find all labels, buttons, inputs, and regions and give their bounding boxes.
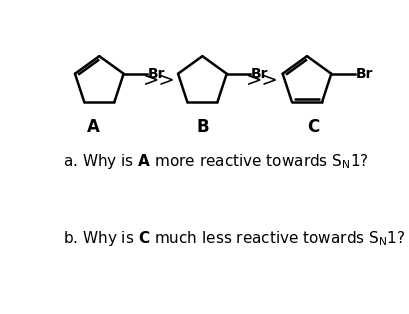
Text: B: B: [196, 118, 208, 136]
Text: b. Why is $\mathbf{C}$ much less reactive towards $\mathrm{S_N}$1?: b. Why is $\mathbf{C}$ much less reactiv…: [63, 229, 405, 248]
Text: >>: >>: [245, 71, 278, 89]
Text: A: A: [86, 118, 99, 136]
Text: Br: Br: [355, 67, 372, 81]
Text: C: C: [306, 118, 319, 136]
Text: a. Why is $\mathbf{A}$ more reactive towards $\mathrm{S_N}$1?: a. Why is $\mathbf{A}$ more reactive tow…: [63, 152, 368, 171]
Text: Br: Br: [250, 67, 267, 81]
Text: Br: Br: [147, 67, 165, 81]
Text: >>: >>: [143, 71, 176, 89]
